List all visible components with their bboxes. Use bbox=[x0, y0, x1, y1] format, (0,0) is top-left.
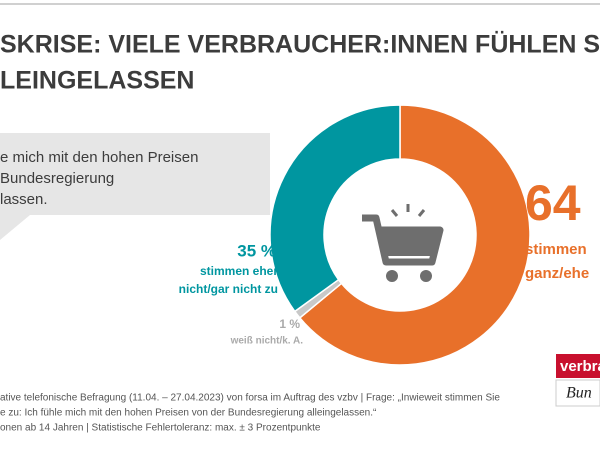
logo-box bbox=[555, 379, 600, 407]
footer-line: onen ab 14 Jahren | Statistische Fehlert… bbox=[0, 423, 321, 434]
category-label: stimmen bbox=[525, 241, 587, 258]
footer-line: e zu: Ich fühle mich mit den hohen Preis… bbox=[0, 408, 376, 419]
donut-segment bbox=[298, 104, 531, 366]
quote-line: e mich mit den hohen Preisen bbox=[0, 149, 198, 166]
quote-box bbox=[0, 133, 270, 240]
category-label: weiß nicht/k. A. bbox=[230, 336, 304, 347]
donut bbox=[269, 104, 531, 366]
logo-text: Bun bbox=[566, 385, 592, 402]
value-label: 1 % bbox=[279, 317, 300, 331]
title-line: LEINGELASSEN bbox=[0, 67, 194, 95]
title-line: SKRISE: VIELE VERBRAUCHER:INNEN FÜHLEN S bbox=[0, 30, 600, 59]
category-label: stimmen eher bbox=[200, 264, 278, 278]
logo-box bbox=[556, 354, 600, 378]
footer-line: ative telefonische Befragung (11.04. – 2… bbox=[0, 393, 500, 404]
value-label: 35 % bbox=[237, 241, 276, 260]
quote-line: lassen. bbox=[0, 191, 48, 208]
cart-icon bbox=[362, 204, 444, 282]
donut-segment bbox=[269, 104, 401, 313]
value-label: 64 bbox=[525, 175, 581, 231]
logo-text: verbrau bbox=[560, 358, 600, 375]
category-label: ganz/ehe bbox=[525, 265, 589, 282]
category-label: nicht/gar nicht zu bbox=[179, 282, 278, 296]
quote-line: Bundesregierung bbox=[0, 170, 114, 187]
